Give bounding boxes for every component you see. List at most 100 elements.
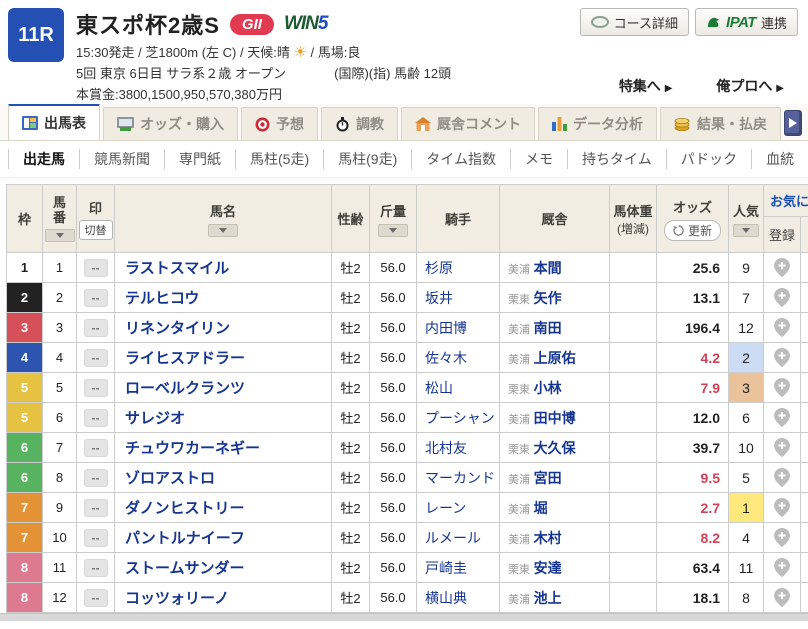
ipat-link-button[interactable]: IPAT 連携 [695,8,798,36]
favorite-pin-icon[interactable] [774,347,790,367]
horse-name-link[interactable]: テルヒコウ [125,290,200,307]
sort-popularity-button[interactable] [733,223,759,237]
tab-training[interactable]: 調教 [321,107,398,140]
tab-racecard[interactable]: 出馬表 [8,103,100,140]
horse-name-link[interactable]: チュウワカーネギー [125,440,261,457]
col-weight: 斤量 [369,184,417,253]
jockey-link[interactable]: 内田博 [425,319,467,336]
tab-results-payouts[interactable]: 結果・払戻 [660,107,781,140]
trainer-link[interactable]: 宮田 [533,469,562,486]
subtab-memo[interactable]: メモ [509,149,567,169]
horse-name-link[interactable]: リネンタイリン [125,320,231,337]
trainer-link[interactable]: 大久保 [533,439,576,456]
mark-button[interactable]: -- [83,258,108,277]
jockey-link[interactable]: レーン [425,499,467,516]
odds-refresh-button[interactable]: 更新 [663,219,721,241]
mark-button[interactable]: -- [83,378,108,397]
jockey-link[interactable]: ルメール [425,529,481,546]
subtab-paddock[interactable]: パドック [665,149,751,169]
tab-odds-purchase[interactable]: オッズ・購入 [103,107,238,140]
carried-weight: 56.0 [369,492,417,523]
favorite-pin-icon[interactable] [774,437,790,457]
jockey-link[interactable]: 杉原 [425,259,453,276]
mark-button[interactable]: -- [83,528,108,547]
tab-prediction[interactable]: 予想 [241,107,318,140]
mark-button[interactable]: -- [83,468,108,487]
trainer-link[interactable]: 堀 [533,499,548,516]
jockey-link[interactable]: 北村友 [425,439,467,456]
trainer-link[interactable]: 安達 [533,559,562,576]
favorite-pin-icon[interactable] [774,317,790,337]
clipped-cell [799,462,808,493]
horse-name-link[interactable]: ライヒスアドラー [125,350,246,367]
orepro-link[interactable]: 俺プロへ ▶ [716,78,784,94]
trainer-link[interactable]: 本間 [533,259,562,276]
mark-button[interactable]: -- [83,348,108,367]
sort-horse-number-button[interactable] [44,229,75,242]
mark-button[interactable]: -- [83,588,108,607]
favorite-pin-icon[interactable] [774,557,790,577]
course-detail-button[interactable]: コース詳細 [579,8,690,36]
tab-stable-comments[interactable]: 厩舎コメント [401,107,535,140]
favorite-pin-icon[interactable] [774,287,790,307]
horse-name-link[interactable]: ローベルクランツ [125,380,246,397]
favorite-pin-icon[interactable] [774,587,790,607]
mark-button[interactable]: -- [83,408,108,427]
mark-button[interactable]: -- [83,498,108,517]
jockey-link[interactable]: 坂井 [425,289,453,306]
favorite-pin-icon[interactable] [774,467,790,487]
subtab-umabashira-9[interactable]: 馬柱(9走) [323,149,411,169]
favorite-pin-icon[interactable] [774,527,790,547]
carried-weight: 56.0 [369,282,417,313]
mark-button[interactable]: -- [83,438,108,457]
horse-name-link[interactable]: コッツォリーノ [125,590,230,607]
jockey-link[interactable]: 横山典 [425,589,467,606]
horse-name-link[interactable]: ゾロアストロ [125,470,216,487]
tab-scroll-next-button[interactable] [784,110,802,136]
horse-name-link[interactable]: サレジオ [125,410,186,427]
sex-age: 牡2 [331,282,370,313]
subtab-umabashira-5[interactable]: 馬柱(5走) [235,149,323,169]
trainer-link[interactable]: 木村 [533,529,562,546]
jockey-link[interactable]: 佐々木 [425,349,467,366]
trainer-link[interactable]: 南田 [533,319,562,336]
trainer-link[interactable]: 上原佑 [533,349,576,366]
mark-button[interactable]: -- [83,288,108,307]
favorite-pin-icon[interactable] [774,377,790,397]
favorite-pin-icon[interactable] [774,257,790,277]
jockey-link[interactable]: 戸崎圭 [425,559,467,576]
subtab-senmonshi[interactable]: 専門紙 [164,149,235,169]
favorite-header-link[interactable]: お気に入り [764,186,808,217]
mark-button[interactable]: -- [83,318,108,337]
sort-horse-name-button[interactable] [208,223,238,237]
horse-name-link[interactable]: ラストスマイル [125,260,230,277]
subtab-time-index[interactable]: タイム指数 [411,149,510,169]
mark-toggle-button[interactable]: 切替 [78,219,113,240]
sex-age: 牡2 [331,552,370,583]
race-conditions-line1: 15:30発走 / 芝1800m (左 C) / 天候:晴 ☀ / 馬場:良 [76,44,361,61]
win5-logo[interactable]: WIN5 [283,13,328,34]
jockey-link[interactable]: 松山 [425,379,453,396]
subtab-best-time[interactable]: 持ちタイム [566,149,666,169]
sort-weight-button[interactable] [378,223,408,237]
carried-weight: 56.0 [369,582,417,613]
feature-link[interactable]: 特集へ ▶ [618,78,673,94]
stable-cell: 美浦 南田 [499,312,610,343]
jockey-link[interactable]: プーシャン [425,409,495,426]
trainer-link[interactable]: 池上 [533,589,562,606]
popularity-rank: 6 [728,402,764,433]
subtab-runners[interactable]: 出走馬 [8,149,79,169]
jockey-link[interactable]: マーカンド [425,469,495,486]
subtab-bloodline[interactable]: 血統 [751,149,808,169]
horse-name-link[interactable]: ストームサンダー [125,560,245,577]
trainer-link[interactable]: 田中博 [533,409,576,426]
horse-name-link[interactable]: ダノンヒストリー [125,500,245,517]
subtab-newspaper[interactable]: 競馬新聞 [79,149,164,169]
horse-name-link[interactable]: パントルナイーフ [125,530,245,547]
tab-data-analysis[interactable]: データ分析 [538,107,657,140]
mark-button[interactable]: -- [83,558,108,577]
favorite-pin-icon[interactable] [774,497,790,517]
trainer-link[interactable]: 小林 [533,379,562,396]
favorite-pin-icon[interactable] [774,407,790,427]
trainer-link[interactable]: 矢作 [533,289,562,306]
